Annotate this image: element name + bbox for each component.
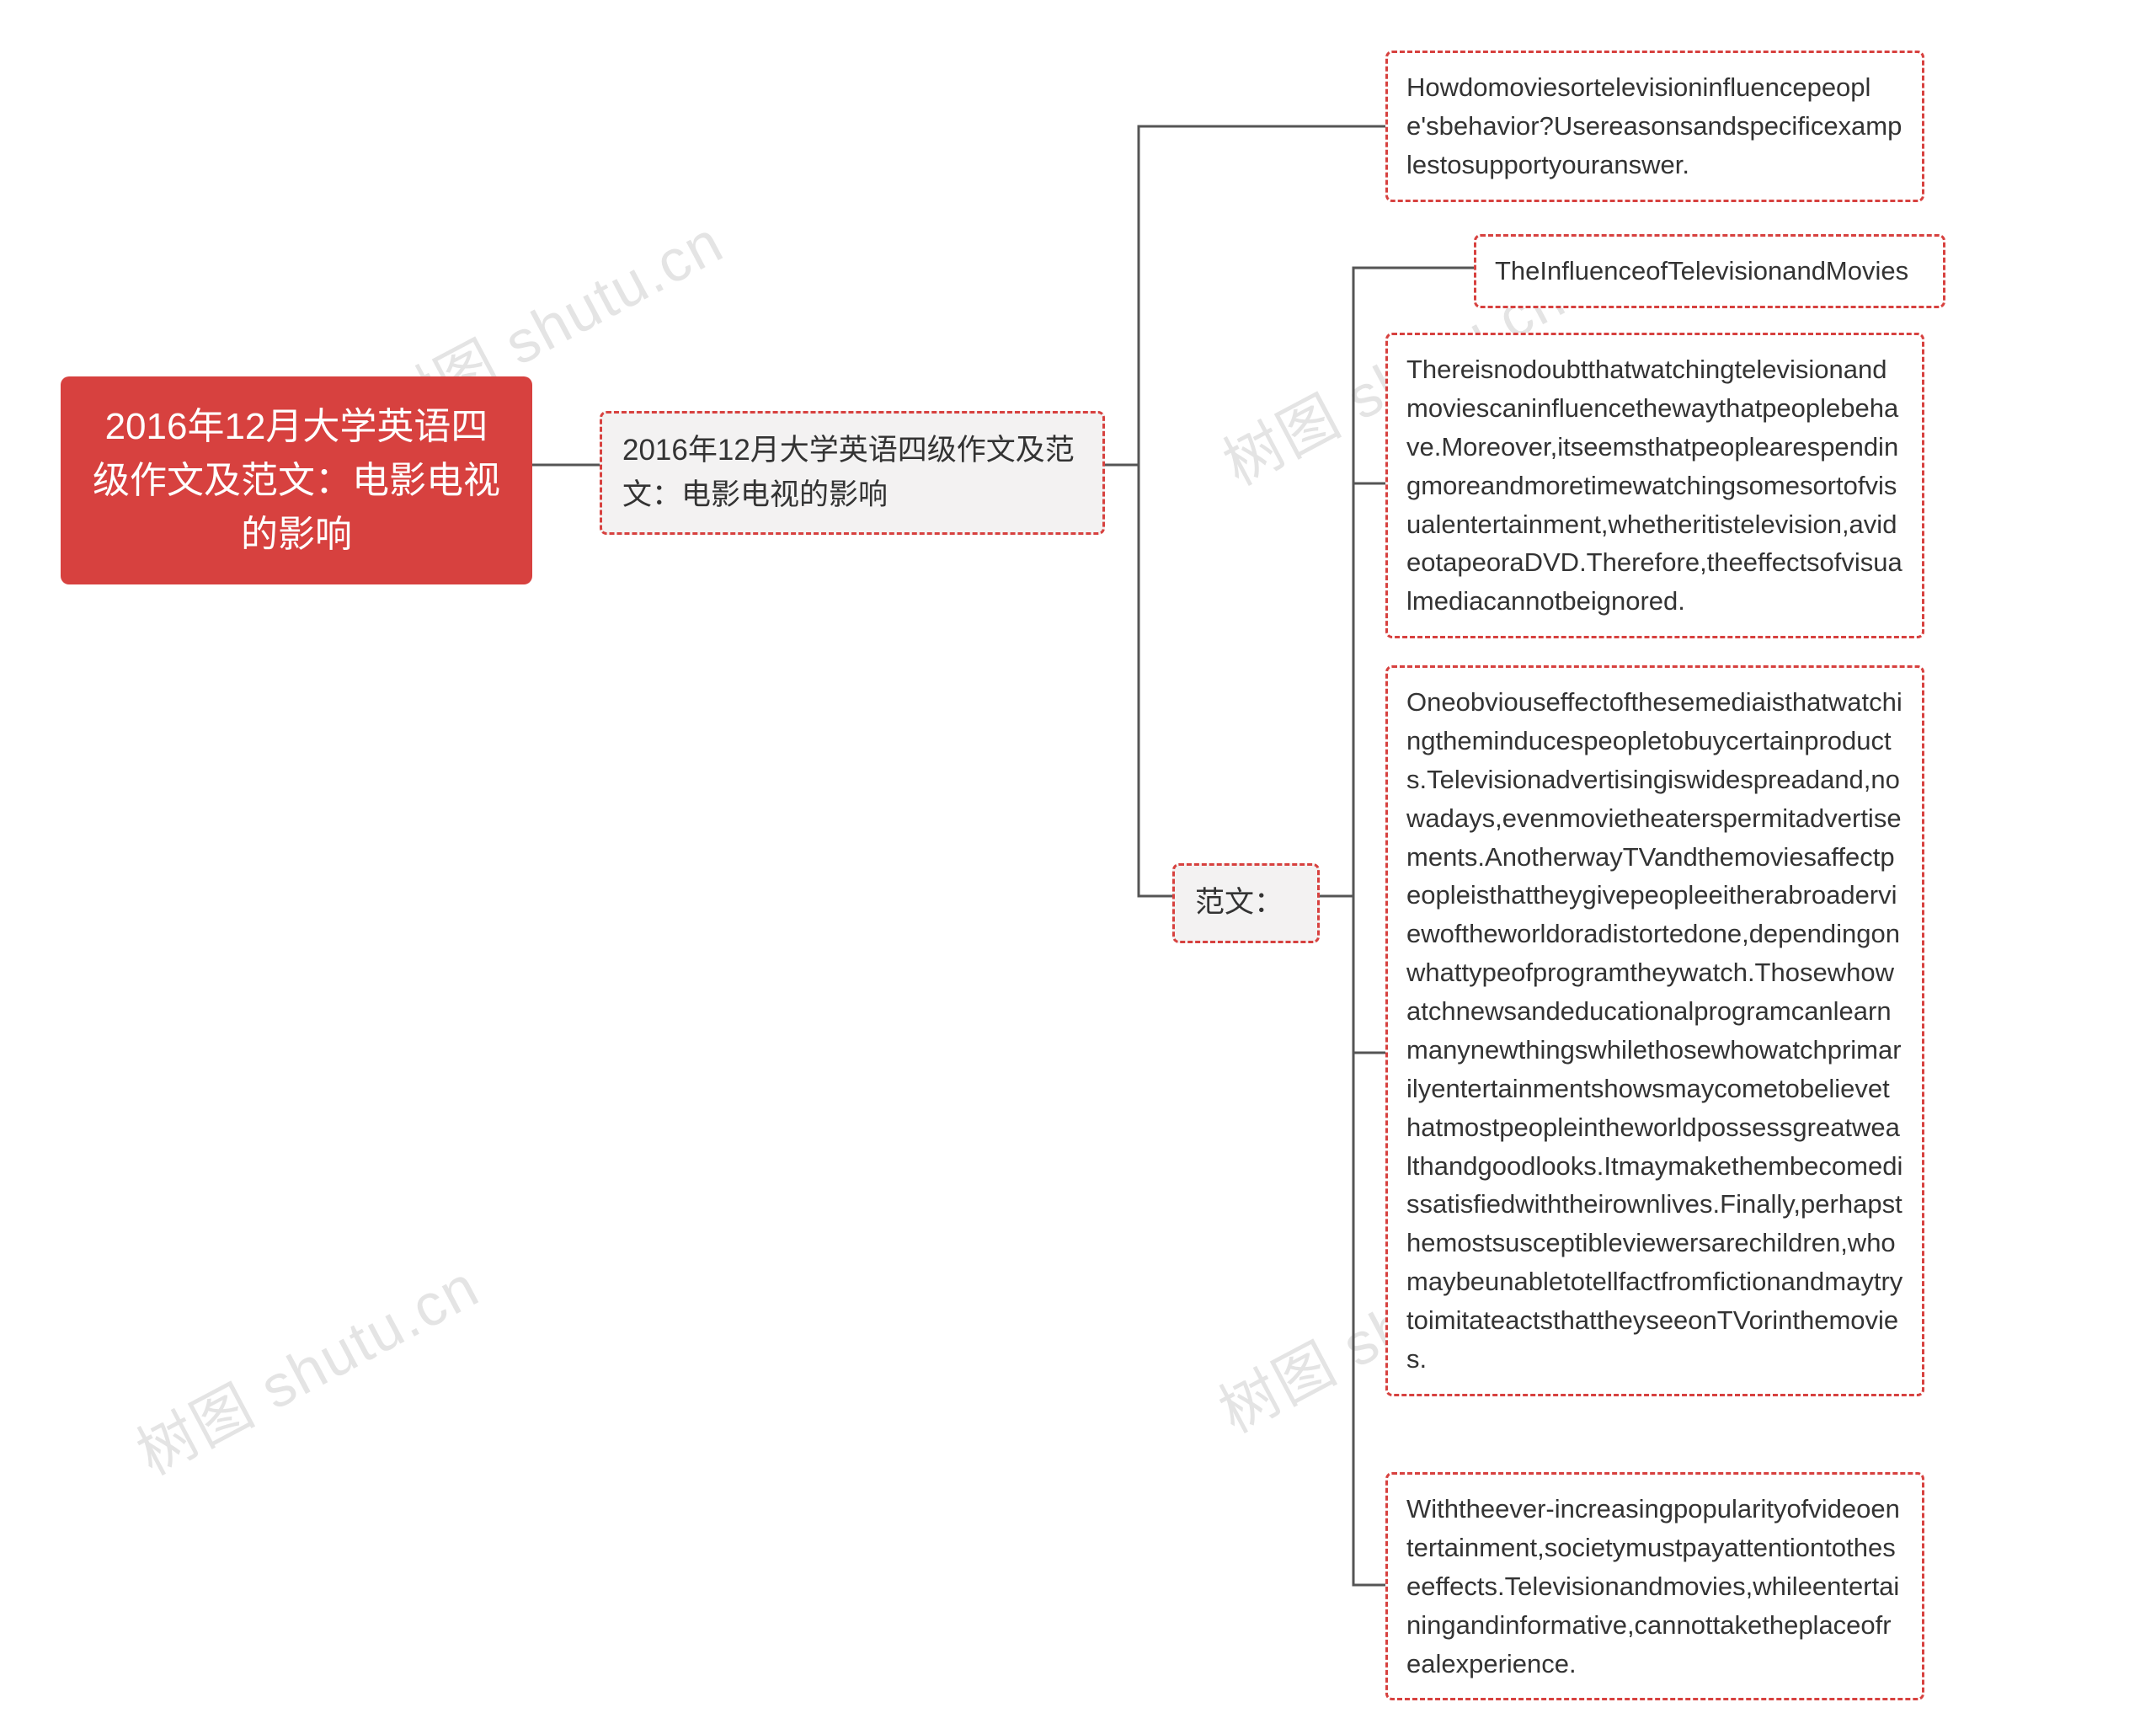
leaf-node-5[interactable]: Withtheever-increasingpopularityofvideoe… [1385,1472,1924,1700]
watermark-3: 树图 shutu.cn [120,1240,492,1492]
root-node[interactable]: 2016年12月大学英语四级作文及范文：电影电视的影响 [61,376,532,584]
leaf-node-4[interactable]: Oneobviouseffectofthesemediaisthatwatchi… [1385,665,1924,1396]
leaf-node-2[interactable]: TheInfluenceofTelevisionandMovies [1474,234,1945,308]
branch-node[interactable]: 2016年12月大学英语四级作文及范文：电影电视的影响 [600,411,1105,535]
leaf-node-3[interactable]: Thereisnodoubtthatwatchingtelevisionandm… [1385,333,1924,638]
leaf-node-1[interactable]: Howdomoviesortelevisioninfluencepeople's… [1385,51,1924,202]
mindmap-canvas: 树图 shutu.cn 树图 shutu.cn 树图 shutu.cn 树图 s… [0,0,2156,1729]
sub-branch-node[interactable]: 范文： [1172,863,1320,943]
